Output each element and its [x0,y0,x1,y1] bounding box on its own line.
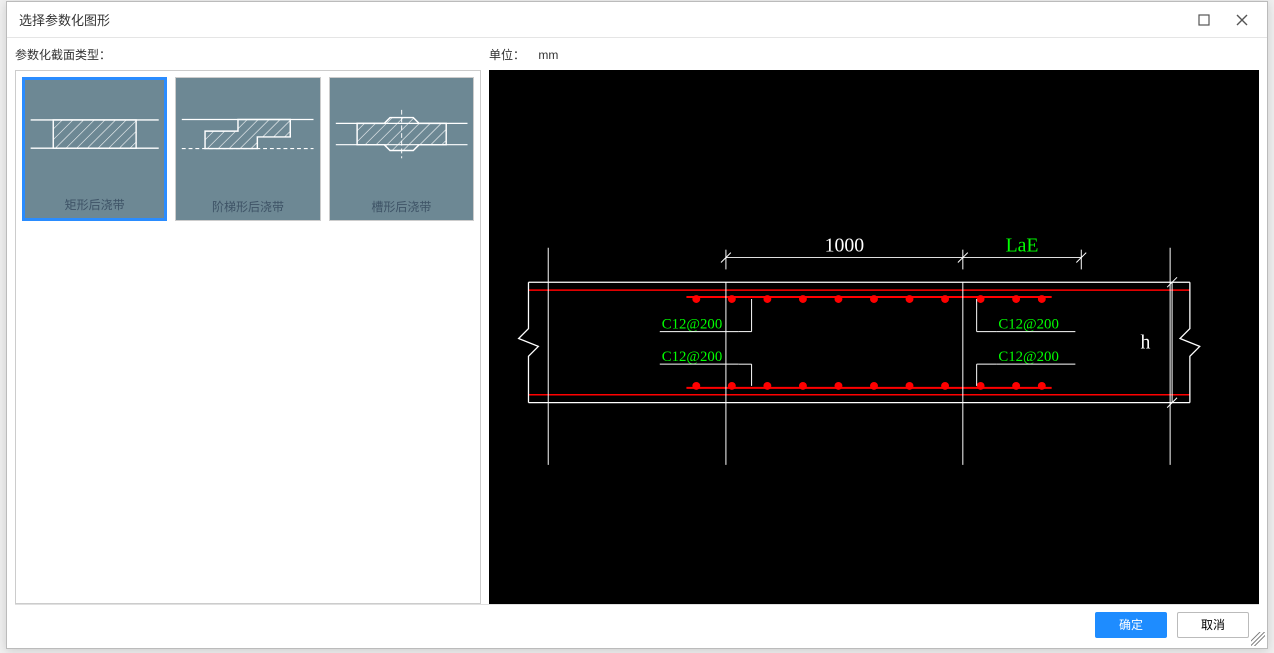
svg-text:C12@200: C12@200 [998,317,1058,333]
unit-value-text: mm [538,48,558,62]
svg-text:h: h [1141,331,1151,353]
thumbnail-image [330,78,473,192]
thumbnail-image [176,78,319,192]
section-drawing: 1000 LaE h C12@200 C12@200 C12@200 C12@200 [489,70,1259,603]
thumbnail-row: 矩形后浇带 阶梯形后浇带 槽形后浇带 [22,77,474,221]
labels-row: 参数化截面类型： 单位： mm [15,44,1259,64]
dialog-window: 选择参数化图形 参数化截面类型： 单位： mm [6,1,1268,649]
window-title: 选择参数化图形 [19,10,110,29]
thumbnail-caption: 阶梯形后浇带 [176,192,319,220]
thumbnail-image [25,80,164,190]
close-button[interactable] [1225,6,1259,34]
svg-text:LaE: LaE [1006,235,1039,257]
thumbnail-groove[interactable]: 槽形后浇带 [329,77,474,221]
drawing-canvas[interactable]: 1000 LaE h C12@200 C12@200 C12@200 C12@200 [489,70,1259,604]
thumbnail-caption: 槽形后浇带 [330,192,473,220]
thumbnail-rect[interactable]: 矩形后浇带 [22,77,167,221]
ok-button[interactable]: 确定 [1095,612,1167,638]
maximize-icon [1198,14,1210,26]
dialog-body: 参数化截面类型： 单位： mm 矩形后浇带 阶梯形 [7,38,1267,648]
close-icon [1236,14,1248,26]
unit-label-text: 单位： [489,48,525,62]
unit-label: 单位： mm [489,46,558,63]
section-thumbnails-panel: 矩形后浇带 阶梯形后浇带 槽形后浇带 [15,70,481,604]
title-bar-controls [1187,6,1259,34]
svg-text:C12@200: C12@200 [662,317,723,333]
title-bar: 选择参数化图形 [7,2,1267,38]
thumbnail-step[interactable]: 阶梯形后浇带 [175,77,320,221]
svg-text:1000: 1000 [825,235,865,257]
svg-text:C12@200: C12@200 [662,349,723,365]
thumbnail-caption: 矩形后浇带 [25,190,164,218]
svg-text:C12@200: C12@200 [998,349,1058,365]
content-row: 矩形后浇带 阶梯形后浇带 槽形后浇带 1000 LaE h C12@200 C12@20… [15,70,1259,604]
dialog-footer: 确定 取消 [15,604,1259,644]
resize-grip[interactable] [1251,632,1265,646]
section-type-label: 参数化截面类型： [15,46,489,63]
maximize-button[interactable] [1187,6,1221,34]
cancel-button[interactable]: 取消 [1177,612,1249,638]
